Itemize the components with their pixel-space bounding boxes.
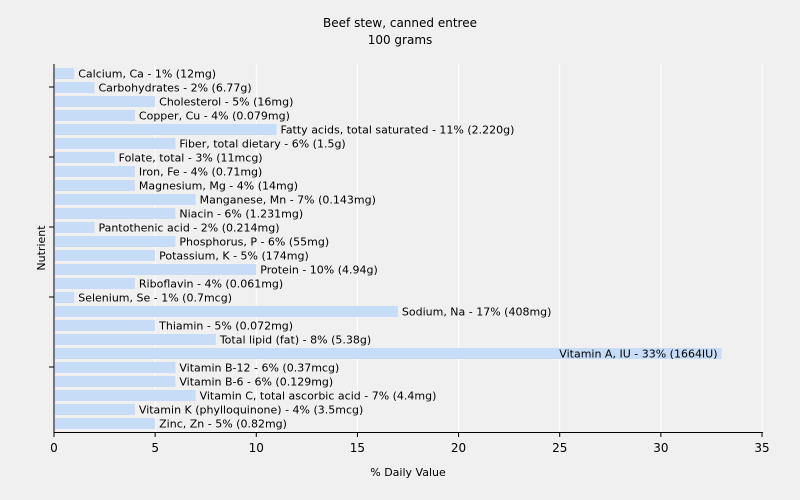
bar	[55, 208, 176, 219]
bar-label: Pantothenic acid - 2% (0.214mg)	[98, 222, 279, 235]
bar	[55, 180, 135, 191]
bar-label: Zinc, Zn - 5% (0.82mg)	[159, 418, 287, 431]
chart-title: Beef stew, canned entree	[323, 16, 477, 30]
bar-label: Total lipid (fat) - 8% (5.38g)	[219, 334, 371, 347]
bar-label: Vitamin K (phylloquinone) - 4% (3.5mcg)	[139, 404, 363, 417]
bar	[55, 222, 95, 233]
bar-label: Fatty acids, total saturated - 11% (2.22…	[281, 124, 515, 137]
x-tick-label: 30	[653, 441, 668, 455]
bar-label: Selenium, Se - 1% (0.7mcg)	[78, 292, 232, 305]
bar-label: Vitamin B-12 - 6% (0.37mcg)	[179, 362, 339, 375]
bar	[55, 292, 75, 303]
x-tick-label: 25	[552, 441, 567, 455]
bar-label: Vitamin B-6 - 6% (0.129mg)	[179, 376, 333, 389]
bar	[55, 278, 135, 289]
bar-label: Carbohydrates - 2% (6.77g)	[98, 82, 251, 95]
bar-label: Magnesium, Mg - 4% (14mg)	[139, 180, 298, 193]
x-tick-label: 0	[50, 441, 58, 455]
bar	[55, 110, 135, 121]
bar-label: Manganese, Mn - 7% (0.143mg)	[200, 194, 376, 207]
bar	[55, 250, 156, 261]
bar	[55, 264, 257, 275]
bar-label: Riboflavin - 4% (0.061mg)	[139, 278, 283, 291]
bar-label: Cholesterol - 5% (16mg)	[159, 96, 293, 109]
x-axis-ticks: 0 5 10 15 20 25 30 35	[50, 432, 770, 455]
bar	[55, 96, 156, 107]
x-tick-label: 5	[151, 441, 159, 455]
x-tick-label: 10	[249, 441, 264, 455]
bar	[55, 348, 722, 359]
bar	[55, 152, 115, 163]
axes	[49, 64, 763, 433]
bar-label: Calcium, Ca - 1% (12mg)	[78, 68, 216, 81]
bar	[55, 362, 176, 373]
bar	[55, 334, 216, 345]
bar	[55, 404, 135, 415]
bar	[55, 68, 75, 79]
bar-label: Fiber, total dietary - 6% (1.5g)	[179, 138, 345, 151]
bar-label: Phosphorus, P - 6% (55mg)	[179, 236, 329, 249]
bars: Calcium, Ca - 1% (12mg)Carbohydrates - 2…	[55, 68, 722, 431]
x-tick-label: 15	[350, 441, 365, 455]
bar-label: Sodium, Na - 17% (408mg)	[402, 306, 552, 319]
chart-subtitle: 100 grams	[368, 33, 433, 47]
bar	[55, 124, 277, 135]
bar	[55, 418, 156, 429]
bar-label: Folate, total - 3% (11mcg)	[119, 152, 263, 165]
bar-label: Iron, Fe - 4% (0.71mg)	[139, 166, 262, 179]
bar-label: Protein - 10% (4.94g)	[260, 264, 378, 277]
y-axis-label: Nutrient	[35, 225, 48, 271]
bar-label: Thiamin - 5% (0.072mg)	[158, 320, 293, 333]
bar	[55, 376, 176, 387]
bar	[55, 166, 135, 177]
bar-label: Copper, Cu - 4% (0.079mg)	[139, 110, 290, 123]
bar	[55, 82, 95, 93]
bar	[55, 194, 196, 205]
bar-label: Potassium, K - 5% (174mg)	[159, 250, 309, 263]
bar	[55, 138, 176, 149]
bar-label: Niacin - 6% (1.231mg)	[179, 208, 303, 221]
bar	[55, 320, 156, 331]
x-tick-label: 35	[754, 441, 769, 455]
bar	[55, 390, 196, 401]
bar-label: Vitamin C, total ascorbic acid - 7% (4.4…	[200, 390, 437, 403]
bar	[55, 306, 398, 317]
x-tick-label: 20	[451, 441, 466, 455]
bar-label: Vitamin A, IU - 33% (1664IU)	[559, 348, 717, 361]
x-axis-label: % Daily Value	[370, 466, 446, 479]
bar	[55, 236, 176, 247]
